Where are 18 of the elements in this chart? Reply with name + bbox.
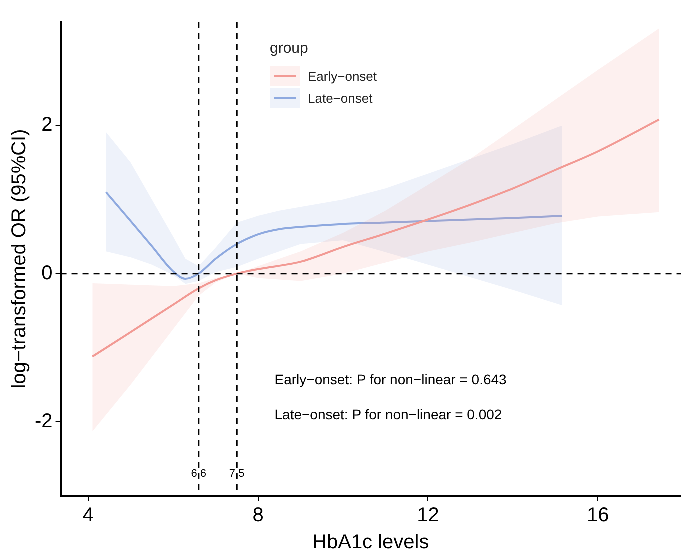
line-series xyxy=(105,191,564,280)
ref-line-label: 6.6 xyxy=(191,468,206,480)
x-tick-label: 8 xyxy=(252,504,264,527)
legend-title: group xyxy=(270,40,310,57)
y-tick-label: -2 xyxy=(34,410,53,432)
y-tick-label: 0 xyxy=(42,262,53,284)
annotation: Early−onset: P for non−linear = 0.643 xyxy=(274,372,508,388)
x-axis-title: HbA1c levels xyxy=(312,532,430,554)
y-tick-label: 2 xyxy=(42,114,53,136)
x-tick-label: 12 xyxy=(417,504,440,527)
legend-label: Late−onset xyxy=(308,90,373,106)
y-axis-title: log−transformed OR (95%CI) xyxy=(8,129,31,389)
x-tick-label: 4 xyxy=(82,504,94,527)
x-tick-label: 16 xyxy=(587,504,610,527)
line-series xyxy=(92,118,660,358)
annotation: Late−onset: P for non−linear = 0.002 xyxy=(274,406,502,423)
legend-label: Early−onset xyxy=(308,68,378,84)
ref-line-label: 7.5 xyxy=(229,468,245,480)
